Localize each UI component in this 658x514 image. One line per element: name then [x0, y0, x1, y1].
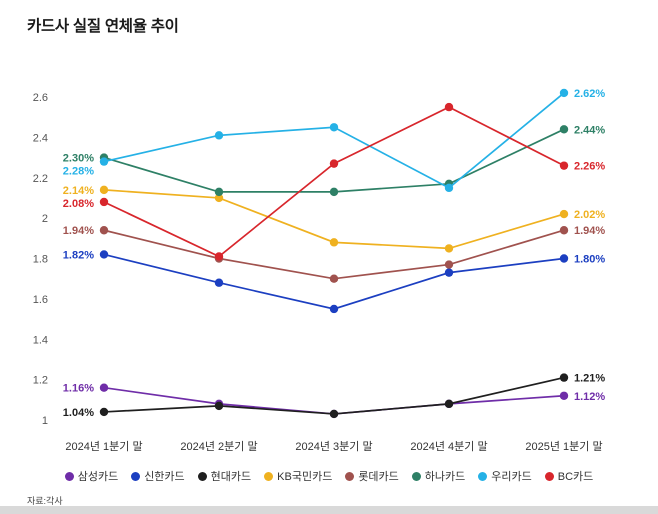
series-line: [103, 92, 565, 189]
data-point: [444, 399, 454, 409]
legend-label: 신한카드: [144, 471, 185, 483]
legend-item: 삼성카드: [64, 468, 119, 484]
start-value-label: 1.82%: [63, 249, 94, 261]
y-tick-label: 1.2: [33, 375, 48, 387]
end-value-label: 2.26%: [574, 161, 605, 173]
start-value-label: 1.94%: [63, 225, 94, 237]
chart-title: 카드사 실질 연체율 추이: [27, 18, 179, 35]
data-point: [559, 391, 569, 400]
data-point: [329, 123, 339, 132]
data-point: [444, 260, 454, 269]
source-note: 자료:각사: [27, 496, 63, 506]
data-point: [99, 226, 109, 235]
data-point: [559, 161, 569, 170]
end-value-label: 1.80%: [574, 254, 605, 266]
x-tick-label: 2024년 1분기 말: [65, 440, 142, 453]
legend-dot-icon: [264, 471, 274, 481]
legend-dot-icon: [197, 471, 207, 481]
data-point: [559, 88, 569, 98]
legend-label: KB국민카드: [277, 471, 333, 483]
data-point: [329, 159, 339, 168]
y-tick-label: 2.2: [33, 173, 48, 185]
data-point: [214, 187, 224, 197]
x-tick-label: 2024년 3분기 말: [295, 440, 372, 453]
data-point: [99, 250, 109, 259]
y-tick-label: 2.6: [33, 92, 48, 104]
end-value-label: 1.12%: [574, 391, 605, 403]
data-point: [329, 409, 339, 419]
data-point: [214, 401, 224, 411]
data-point: [99, 157, 109, 166]
legend-item: 하나카드: [411, 468, 466, 484]
data-point: [99, 197, 109, 207]
legend-item: 롯데카드: [345, 468, 399, 484]
legend-item: 우리카드: [478, 468, 532, 484]
legend-label: 롯데카드: [358, 471, 399, 483]
legend-item: 현대카드: [197, 468, 252, 484]
legend-dot-icon: [544, 471, 554, 481]
x-tick-label: 2024년 4분기 말: [410, 440, 487, 453]
y-tick-label: 1.4: [33, 334, 48, 346]
data-point: [444, 268, 454, 277]
end-value-label: 2.44%: [574, 124, 605, 136]
data-point: [99, 383, 109, 392]
y-tick-label: 1.6: [33, 294, 48, 306]
end-value-label: 2.62%: [574, 88, 605, 100]
start-value-label: 2.30%: [63, 153, 94, 165]
data-point: [214, 193, 224, 203]
legend-label: 삼성카드: [77, 471, 119, 483]
y-tick-label: 2: [42, 213, 48, 225]
data-point: [214, 278, 224, 287]
y-tick-label: 1.8: [33, 254, 48, 266]
bottom-scrollbar: [0, 506, 658, 514]
legend-dot-icon: [478, 471, 488, 481]
start-value-label: 2.08%: [63, 198, 94, 210]
data-point: [329, 304, 339, 314]
data-point: [559, 226, 569, 235]
y-tick-label: 1: [42, 415, 48, 427]
start-value-label: 1.16%: [63, 383, 94, 395]
legend-dot-icon: [64, 471, 74, 481]
legend-dot-icon: [131, 471, 141, 481]
data-point: [214, 252, 224, 261]
legend-item: KB국민카드: [264, 468, 332, 484]
data-point: [559, 373, 569, 382]
legend-label: 하나카드: [424, 471, 466, 483]
data-point: [444, 183, 454, 193]
data-point: [214, 131, 224, 140]
legend-item: 신한카드: [131, 468, 185, 484]
data-point: [559, 254, 569, 263]
y-tick-label: 2.4: [33, 132, 48, 144]
data-point: [99, 185, 109, 195]
data-point: [444, 102, 454, 112]
data-point: [329, 238, 339, 247]
data-point: [559, 209, 569, 219]
legend-label: 우리카드: [491, 471, 532, 483]
data-point: [99, 407, 109, 417]
data-point: [559, 125, 569, 134]
data-point: [329, 274, 339, 283]
legend-label: 현대카드: [210, 471, 252, 483]
end-value-label: 2.02%: [574, 209, 605, 221]
legend-dot-icon: [411, 471, 421, 481]
legend-dot-icon: [345, 471, 355, 481]
end-value-label: 1.21%: [574, 373, 605, 385]
series-line: [103, 376, 565, 415]
legend-item: BC카드: [544, 468, 594, 484]
data-point: [444, 244, 454, 253]
start-value-label: 1.04%: [63, 407, 94, 419]
start-value-label: 2.14%: [63, 185, 94, 197]
x-tick-label: 2024년 2분기 말: [180, 440, 257, 453]
legend-label: BC카드: [557, 471, 594, 483]
start-value-label: 2.28%: [63, 166, 94, 178]
end-value-label: 1.94%: [574, 225, 605, 237]
data-point: [329, 187, 339, 197]
chart-legend: 삼성카드 신한카드 현대카드 KB국민카드 롯데카드 하나카드 우리카드 BC카드: [0, 468, 658, 484]
x-tick-label: 2025년 1분기 말: [525, 440, 602, 453]
